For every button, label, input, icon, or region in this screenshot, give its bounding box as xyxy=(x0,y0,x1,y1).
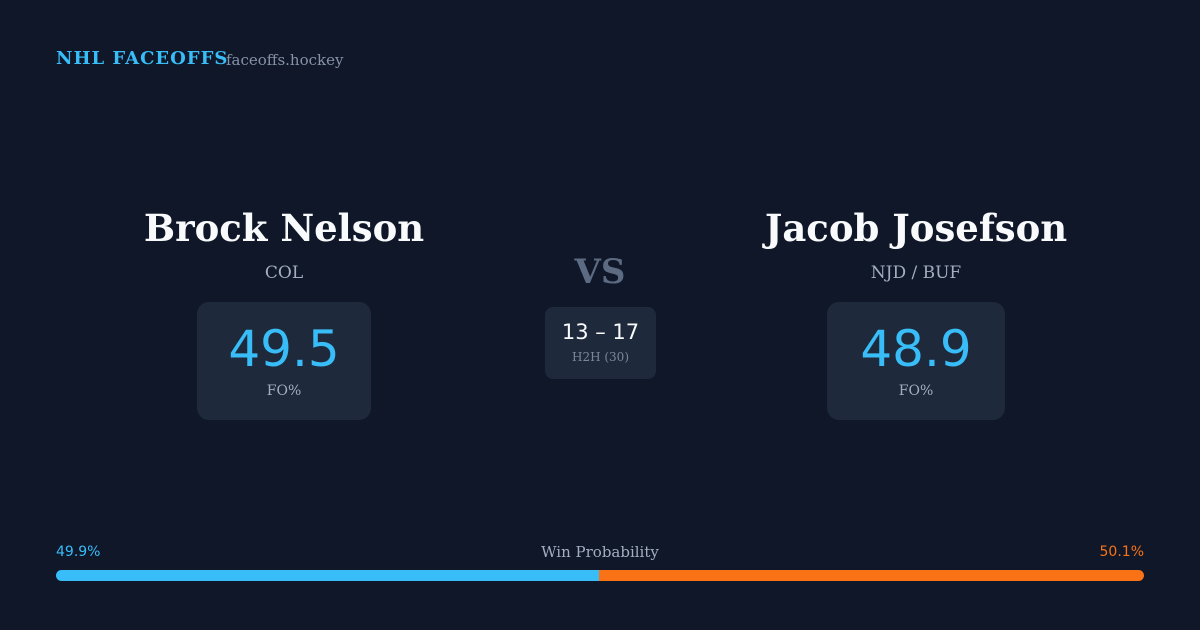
fo-label: FO% xyxy=(266,383,302,399)
right-segment xyxy=(598,570,1144,581)
h2h-box: 13 – 17 H2H (30) xyxy=(545,307,656,379)
brand-title: NHL FACEOFFS xyxy=(56,48,229,69)
fo-value: 48.9 xyxy=(860,320,972,378)
h2h-label: H2H (30) xyxy=(571,350,629,364)
right-probability: 50.1% xyxy=(1099,544,1144,560)
h2h-score: 13 – 17 xyxy=(561,320,640,344)
player-team: COL xyxy=(264,263,304,283)
player-name: Jacob Josefson xyxy=(764,206,1068,250)
probability-bar xyxy=(56,570,1144,581)
player-name: Brock Nelson xyxy=(143,206,425,250)
probability-title: Win Probability xyxy=(541,543,659,561)
left-probability: 49.9% xyxy=(56,544,101,560)
fo-value: 49.5 xyxy=(228,320,340,378)
stat-box: 48.9 FO% xyxy=(827,302,1005,420)
fo-label: FO% xyxy=(898,383,934,399)
player-team: NJD / BUF xyxy=(870,263,962,283)
stat-box: 49.5 FO% xyxy=(197,302,371,420)
versus: VS xyxy=(574,252,626,292)
site-name: faceoffs.hockey xyxy=(226,51,344,69)
left-segment xyxy=(56,570,599,581)
